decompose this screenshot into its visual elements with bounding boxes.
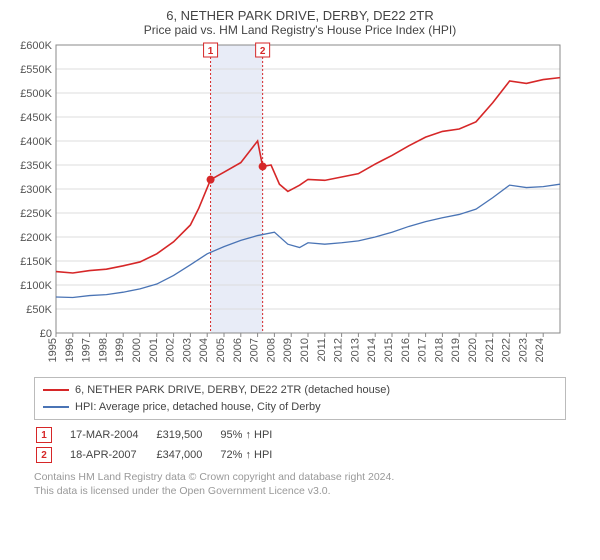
svg-text:£100K: £100K: [20, 280, 52, 292]
legend-label: 6, NETHER PARK DRIVE, DERBY, DE22 2TR (d…: [75, 382, 390, 399]
legend: 6, NETHER PARK DRIVE, DERBY, DE22 2TR (d…: [34, 377, 566, 420]
marker-date: 18-APR-2007: [70, 446, 154, 464]
svg-text:2013: 2013: [349, 338, 361, 362]
price-chart: £0£50K£100K£150K£200K£250K£300K£350K£400…: [10, 41, 570, 371]
legend-swatch: [43, 389, 69, 391]
svg-text:2021: 2021: [484, 338, 496, 362]
svg-text:2002: 2002: [165, 338, 177, 362]
svg-text:1: 1: [208, 46, 214, 57]
svg-text:1995: 1995: [47, 338, 59, 362]
chart-subtitle: Price paid vs. HM Land Registry's House …: [10, 23, 590, 37]
footer: Contains HM Land Registry data © Crown c…: [34, 470, 566, 498]
marker-price: £347,000: [156, 446, 218, 464]
svg-text:2017: 2017: [417, 338, 429, 362]
legend-swatch: [43, 406, 69, 408]
svg-text:2010: 2010: [299, 338, 311, 362]
svg-text:2000: 2000: [131, 338, 143, 362]
svg-text:£300K: £300K: [20, 184, 52, 196]
svg-text:2001: 2001: [148, 338, 160, 362]
svg-text:2003: 2003: [181, 338, 193, 362]
svg-text:2016: 2016: [400, 338, 412, 362]
marker-pct: 72% ↑ HPI: [220, 446, 288, 464]
legend-item: HPI: Average price, detached house, City…: [43, 399, 557, 416]
svg-text:£200K: £200K: [20, 232, 52, 244]
svg-text:1998: 1998: [97, 338, 109, 362]
marker-pct: 95% ↑ HPI: [220, 426, 288, 444]
svg-text:2020: 2020: [467, 338, 479, 362]
svg-text:£150K: £150K: [20, 256, 52, 268]
svg-text:£50K: £50K: [26, 304, 52, 316]
svg-text:£400K: £400K: [20, 136, 52, 148]
svg-text:2006: 2006: [232, 338, 244, 362]
marker-row: 2 18-APR-2007 £347,000 72% ↑ HPI: [36, 446, 288, 464]
svg-text:1996: 1996: [64, 338, 76, 362]
svg-text:1997: 1997: [81, 338, 93, 362]
svg-text:2012: 2012: [333, 338, 345, 362]
svg-text:2022: 2022: [501, 338, 513, 362]
svg-text:2014: 2014: [366, 338, 378, 362]
marker-price: £319,500: [156, 426, 218, 444]
svg-text:1999: 1999: [114, 338, 126, 362]
marker-row: 1 17-MAR-2004 £319,500 95% ↑ HPI: [36, 426, 288, 444]
footer-line: Contains HM Land Registry data © Crown c…: [34, 470, 566, 484]
svg-text:2004: 2004: [198, 338, 210, 362]
marker-date: 17-MAR-2004: [70, 426, 154, 444]
svg-text:2: 2: [260, 46, 266, 57]
svg-text:£600K: £600K: [20, 41, 52, 52]
marker-badge: 2: [36, 447, 52, 463]
svg-text:2009: 2009: [282, 338, 294, 362]
legend-item: 6, NETHER PARK DRIVE, DERBY, DE22 2TR (d…: [43, 382, 557, 399]
svg-text:2023: 2023: [517, 338, 529, 362]
svg-text:£500K: £500K: [20, 88, 52, 100]
svg-text:£250K: £250K: [20, 208, 52, 220]
svg-text:£450K: £450K: [20, 112, 52, 124]
marker-badge: 1: [36, 427, 52, 443]
legend-label: HPI: Average price, detached house, City…: [75, 399, 321, 416]
svg-text:£550K: £550K: [20, 64, 52, 76]
svg-text:2024: 2024: [534, 338, 546, 362]
svg-text:2019: 2019: [450, 338, 462, 362]
svg-text:2011: 2011: [316, 338, 328, 362]
svg-text:2018: 2018: [433, 338, 445, 362]
chart-title: 6, NETHER PARK DRIVE, DERBY, DE22 2TR: [10, 8, 590, 23]
svg-text:2008: 2008: [265, 338, 277, 362]
marker-table: 1 17-MAR-2004 £319,500 95% ↑ HPI 2 18-AP…: [34, 424, 290, 466]
svg-text:2007: 2007: [249, 338, 261, 362]
footer-line: This data is licensed under the Open Gov…: [34, 484, 566, 498]
svg-text:2005: 2005: [215, 338, 227, 362]
svg-text:£350K: £350K: [20, 160, 52, 172]
svg-text:2015: 2015: [383, 338, 395, 362]
